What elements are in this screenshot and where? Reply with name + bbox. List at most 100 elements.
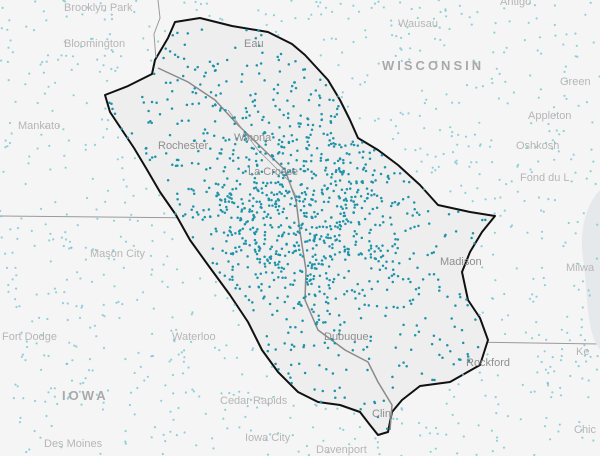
- station-dot: [409, 348, 413, 351]
- station-dot: [317, 5, 320, 8]
- station-dot: [238, 287, 242, 290]
- station-dot: [579, 334, 582, 337]
- station-dot: [234, 231, 237, 235]
- station-dot: [370, 267, 373, 270]
- station-dot: [337, 273, 340, 276]
- station-dot: [348, 153, 351, 156]
- station-dot: [11, 51, 14, 54]
- station-dot: [25, 450, 28, 454]
- station-dot: [66, 318, 69, 322]
- station-dot: [397, 132, 400, 135]
- station-dot: [360, 236, 364, 240]
- station-dot: [288, 125, 292, 128]
- station-dot: [19, 416, 22, 419]
- station-dot: [349, 221, 353, 224]
- station-dot: [289, 325, 292, 329]
- station-dot: [358, 223, 361, 226]
- station-dot: [208, 166, 212, 170]
- station-dot: [47, 292, 50, 295]
- station-dot: [417, 224, 420, 228]
- station-dot: [49, 168, 52, 171]
- station-dot: [375, 245, 378, 248]
- station-dot: [356, 144, 360, 147]
- station-dot: [48, 144, 51, 147]
- station-dot: [66, 302, 69, 305]
- station-dot: [46, 317, 49, 321]
- station-dot: [286, 99, 289, 102]
- station-dot: [385, 427, 389, 431]
- station-dot: [335, 205, 339, 208]
- station-dot: [322, 38, 325, 41]
- station-dot: [370, 189, 374, 192]
- station-dot: [540, 360, 543, 364]
- station-dot: [311, 216, 314, 220]
- station-dot: [552, 106, 556, 109]
- station-dot: [218, 109, 222, 112]
- station-dot: [277, 234, 280, 238]
- station-dot: [224, 200, 227, 204]
- station-dot: [260, 397, 263, 400]
- station-dot: [248, 208, 252, 211]
- station-dot: [234, 46, 237, 50]
- station-dot: [203, 139, 206, 143]
- station-dot: [182, 57, 186, 61]
- station-dot: [328, 98, 331, 102]
- station-dot: [276, 83, 280, 87]
- station-dot: [246, 220, 249, 223]
- station-dot: [12, 397, 15, 400]
- station-dot: [581, 436, 584, 439]
- station-dot: [367, 304, 371, 307]
- station-dot: [474, 318, 477, 321]
- station-dot: [471, 200, 474, 203]
- station-dot: [399, 1, 402, 4]
- station-dot: [375, 304, 379, 308]
- station-dot: [301, 255, 305, 258]
- station-dot: [407, 112, 410, 115]
- station-dot: [596, 223, 599, 226]
- station-dot: [300, 182, 303, 186]
- station-dot: [392, 137, 395, 141]
- station-dot: [42, 10, 45, 13]
- station-dot: [396, 203, 400, 206]
- station-dot: [245, 28, 248, 32]
- station-dot: [191, 90, 194, 94]
- station-dot: [435, 60, 438, 63]
- station-dot: [449, 126, 452, 129]
- station-dot: [555, 129, 558, 132]
- station-dot: [338, 143, 341, 147]
- station-dot: [314, 215, 317, 218]
- station-dot: [284, 276, 287, 279]
- station-dot: [405, 364, 408, 368]
- station-dot: [231, 268, 234, 271]
- station-dot: [310, 266, 313, 270]
- station-dot: [315, 243, 318, 247]
- station-dot: [133, 413, 136, 416]
- station-dot: [47, 354, 50, 358]
- station-dot: [260, 170, 264, 174]
- station-dot: [355, 191, 359, 194]
- station-dot: [454, 230, 458, 233]
- station-dot: [164, 47, 167, 50]
- station-dot: [330, 176, 333, 179]
- station-dot: [348, 187, 352, 190]
- station-dot: [416, 16, 419, 20]
- station-dot: [122, 178, 125, 181]
- station-dot: [310, 154, 313, 157]
- station-dot: [303, 371, 307, 375]
- station-dot: [374, 437, 377, 440]
- station-dot: [160, 399, 163, 402]
- station-dot: [240, 72, 244, 76]
- station-dot: [488, 145, 492, 148]
- station-dot: [407, 180, 411, 184]
- station-dot: [391, 201, 394, 205]
- station-dot: [470, 161, 473, 164]
- station-dot: [291, 251, 295, 255]
- station-dot: [559, 394, 563, 397]
- station-dot: [417, 292, 421, 296]
- station-dot: [231, 265, 235, 269]
- station-dot: [312, 277, 315, 281]
- station-dot: [307, 98, 311, 102]
- station-dot: [303, 76, 306, 79]
